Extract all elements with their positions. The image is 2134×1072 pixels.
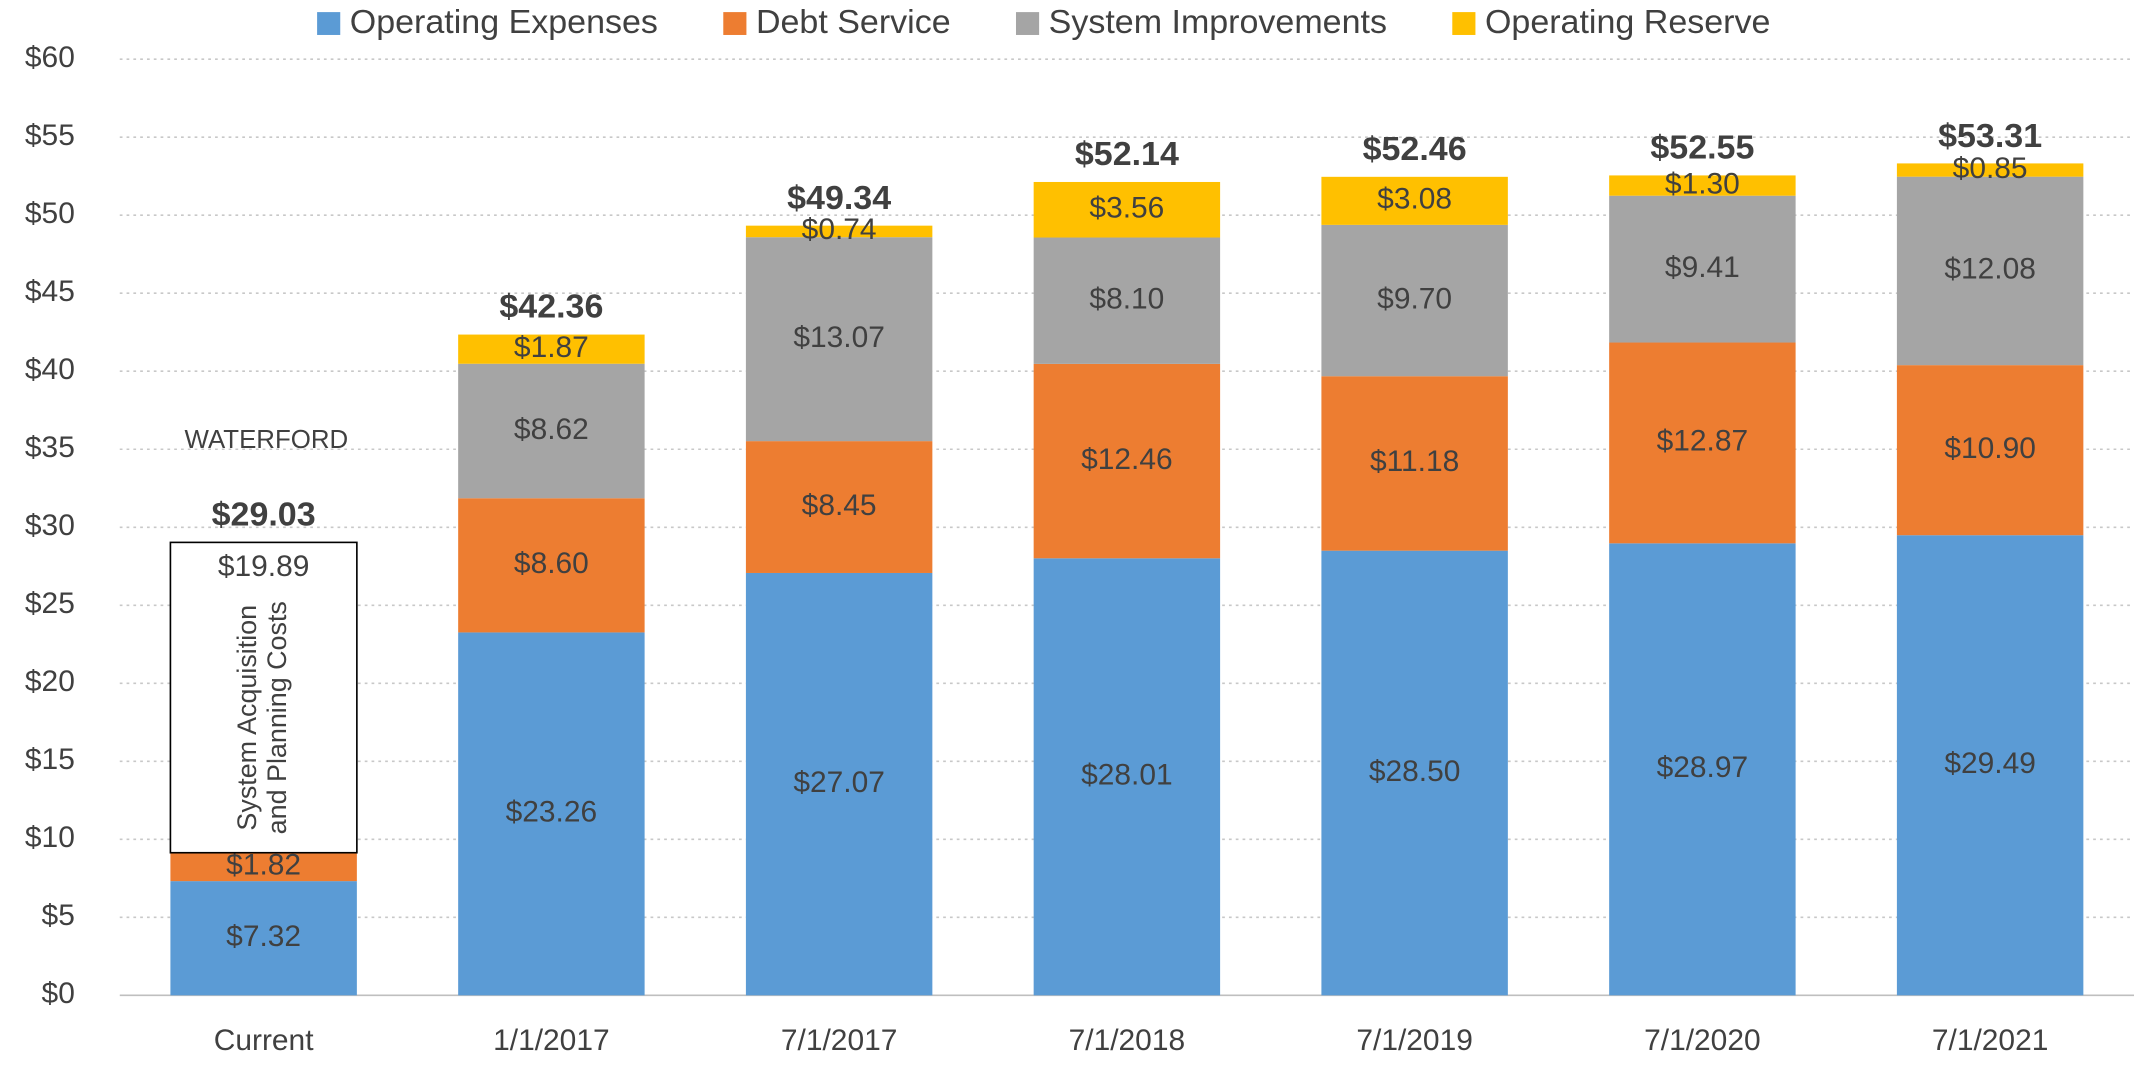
value-label: $1.30	[1665, 168, 1740, 201]
bar-segment	[1896, 176, 2084, 366]
bar-segment	[1033, 237, 1221, 364]
value-label: $1.87	[514, 331, 589, 364]
value-label: $28.01	[1081, 759, 1173, 792]
value-label: $27.07	[793, 766, 885, 799]
legend-label: Debt Service	[756, 3, 951, 41]
y-tick-label: $50	[25, 197, 75, 230]
bar-segment	[745, 572, 933, 996]
value-label: $3.56	[1089, 192, 1164, 225]
legend-swatch	[317, 12, 341, 35]
bar-segment	[170, 852, 357, 882]
x-tick-label: 1/1/2017	[493, 1024, 609, 1057]
value-label: $0.74	[802, 213, 877, 246]
segment-name: System Acquisition	[232, 605, 262, 831]
value-label: $8.60	[514, 547, 589, 580]
bar-segment	[458, 498, 645, 633]
y-tick-label: $20	[25, 665, 75, 698]
legend-label: Operating Reserve	[1485, 3, 1770, 41]
bar-segment	[1033, 181, 1221, 238]
legend-label: Operating Expenses	[350, 3, 658, 41]
value-label: $9.70	[1377, 283, 1452, 316]
x-tick-label: Current	[214, 1024, 315, 1057]
bar-segment	[1609, 543, 1796, 996]
bar-segment	[1321, 224, 1508, 377]
x-tick-label: 7/1/2017	[781, 1024, 897, 1057]
bar-segment	[1896, 365, 2084, 536]
bar-segment	[1609, 195, 1796, 343]
value-label: $23.26	[506, 796, 598, 829]
total-label: $49.34	[787, 179, 891, 217]
bar-segment	[169, 541, 358, 854]
value-label: $9.41	[1665, 251, 1740, 284]
bar-segment	[1896, 535, 2084, 996]
legend-swatch	[723, 12, 747, 35]
y-tick-label: $5	[42, 899, 75, 932]
x-tick-label: 7/1/2021	[1932, 1024, 2048, 1057]
value-label: $8.45	[802, 489, 877, 522]
value-label: $8.62	[514, 413, 589, 446]
y-tick-label: $0	[42, 977, 75, 1010]
value-label: $12.08	[1944, 253, 2036, 286]
bar-segment	[1609, 342, 1796, 544]
y-tick-label: $40	[25, 353, 75, 386]
value-label: $11.18	[1370, 445, 1459, 478]
bar-segment	[1321, 376, 1508, 551]
y-tick-label: $15	[25, 743, 75, 776]
y-tick-label: $35	[25, 431, 75, 464]
bar-segment	[170, 881, 357, 996]
y-tick-label: $55	[25, 119, 75, 152]
bar-segment	[458, 363, 645, 499]
legend-swatch	[1452, 12, 1476, 35]
bar-segment	[1896, 163, 2084, 177]
y-tick-label: $25	[25, 587, 75, 620]
segment-name: and Planning Costs	[262, 601, 292, 834]
total-label: $52.46	[1363, 130, 1467, 168]
bar-segment	[458, 334, 645, 364]
annotation: WATERFORD	[185, 426, 349, 454]
value-label: $28.97	[1657, 751, 1749, 784]
total-label: $52.14	[1075, 135, 1179, 173]
bar-segment	[745, 441, 933, 573]
value-label: $13.07	[793, 321, 885, 354]
x-tick-label: 7/1/2019	[1356, 1024, 1472, 1057]
value-label: $19.89	[218, 550, 310, 583]
value-label: $0.85	[1953, 152, 2028, 185]
bar-segment	[1033, 558, 1221, 996]
value-label: $8.10	[1089, 283, 1164, 316]
total-label: $53.31	[1938, 117, 2042, 155]
y-tick-label: $30	[25, 509, 75, 542]
y-tick-label: $45	[25, 275, 75, 308]
value-label: $12.46	[1081, 443, 1173, 476]
y-tick-label: $10	[25, 821, 75, 854]
value-label: $3.08	[1377, 183, 1452, 216]
segment-annotation: System Acquisition and Planning Costs	[232, 601, 292, 834]
total-label: $42.36	[499, 288, 603, 326]
value-label: $29.49	[1944, 747, 2036, 780]
x-tick-label: 7/1/2018	[1069, 1024, 1185, 1057]
bar-segment	[1321, 176, 1508, 225]
value-label: $28.50	[1369, 755, 1461, 788]
value-label: $10.90	[1944, 432, 2036, 465]
value-label: $1.82	[226, 849, 301, 882]
bar-segment	[1609, 175, 1796, 196]
bar-segment	[745, 225, 933, 238]
legend-swatch	[1015, 12, 1040, 35]
y-tick-label: $60	[25, 41, 75, 74]
bar-segment	[1321, 550, 1508, 996]
value-label: $12.87	[1657, 425, 1749, 458]
bar-segment	[458, 632, 645, 996]
total-label: $52.55	[1650, 129, 1754, 167]
legend-label: System Improvements	[1049, 3, 1387, 41]
value-label: $7.32	[226, 920, 301, 953]
bar-segment	[745, 237, 933, 442]
total-label: $29.03	[212, 496, 316, 534]
x-tick-label: 7/1/2020	[1644, 1024, 1760, 1057]
bar-segment	[1033, 363, 1221, 559]
